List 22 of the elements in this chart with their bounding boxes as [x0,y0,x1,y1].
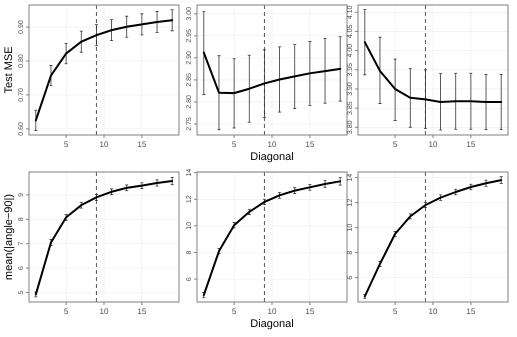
y-axis-title: Test MSE [3,46,15,94]
x-tick-label: 15 [305,140,315,149]
x-tick-label: 15 [305,307,315,316]
x-tick-label: 15 [137,307,147,316]
x-tick-label: 10 [100,307,109,316]
x-tick-label: 5 [64,307,69,316]
x-tick-label: 5 [392,140,398,149]
x-axis-title: Diagonal [250,318,294,330]
x-tick-label: 15 [466,140,476,149]
x-tick-label: 5 [392,307,398,316]
x-tick-label: 5 [64,140,69,149]
x-axis-title: Diagonal [250,151,294,163]
x-tick-label: 15 [137,140,147,149]
x-tick-label: 5 [232,140,237,149]
x-tick-label: 10 [428,140,438,149]
x-tick-label: 10 [268,307,277,316]
y-axis-title: mean(|angle−90|) [3,194,15,280]
x-tick-label: 10 [268,140,277,149]
x-tick-label: 15 [466,307,476,316]
x-tick-label: 5 [232,307,237,316]
x-tick-label: 10 [100,140,109,149]
x-tick-label: 10 [428,307,438,316]
